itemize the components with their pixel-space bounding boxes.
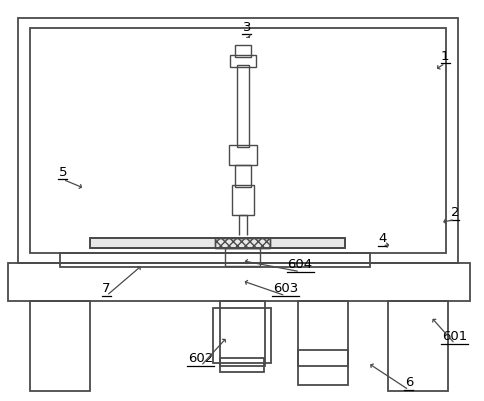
Bar: [230, 55, 256, 67]
Bar: [388, 301, 448, 391]
Bar: [298, 350, 348, 385]
Text: 603: 603: [273, 282, 298, 295]
Text: 6: 6: [405, 377, 413, 389]
Text: 7: 7: [102, 282, 111, 295]
Bar: [225, 248, 260, 266]
Bar: [220, 358, 264, 372]
Bar: [18, 18, 458, 263]
Bar: [60, 253, 370, 267]
Bar: [215, 238, 270, 248]
Bar: [30, 28, 446, 253]
Text: 3: 3: [242, 21, 251, 34]
Text: 4: 4: [378, 232, 387, 245]
Text: 5: 5: [59, 166, 67, 179]
Bar: [229, 145, 257, 165]
Bar: [220, 301, 265, 366]
Bar: [237, 65, 249, 147]
Text: 2: 2: [451, 206, 459, 219]
Bar: [30, 301, 90, 391]
Bar: [298, 301, 348, 366]
Bar: [90, 238, 345, 248]
Bar: [215, 238, 270, 248]
Bar: [235, 165, 251, 187]
Bar: [235, 45, 251, 57]
Text: 1: 1: [441, 50, 450, 63]
Text: 604: 604: [287, 258, 313, 271]
Bar: [90, 238, 345, 248]
Bar: [213, 308, 271, 363]
Bar: [232, 185, 254, 215]
Text: 601: 601: [442, 330, 468, 343]
Text: 602: 602: [188, 352, 213, 365]
Bar: [8, 263, 470, 301]
